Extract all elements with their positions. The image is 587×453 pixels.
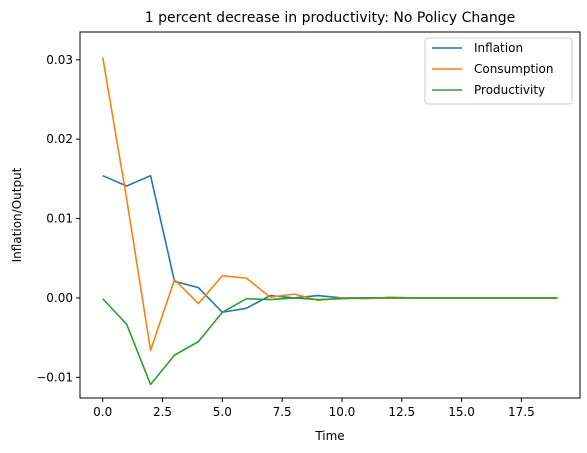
y-tick-label: −0.01: [36, 370, 73, 384]
y-axis-ticks: −0.01 0.00 0.01 0.02 0.03: [36, 53, 80, 384]
x-tick-label: 15.0: [448, 405, 475, 419]
y-tick-label: 0.02: [46, 132, 73, 146]
legend-label: Consumption: [474, 62, 553, 76]
y-tick-label: 0.01: [46, 212, 73, 226]
x-tick-label: 0.0: [93, 405, 112, 419]
x-axis-label: Time: [314, 429, 344, 443]
legend-box: [424, 37, 573, 105]
plot-area-frame: [79, 31, 581, 399]
x-tick-label: 2.5: [153, 405, 172, 419]
legend-label: Inflation: [474, 41, 523, 55]
y-axis-label: Inflation/Output: [10, 167, 24, 262]
y-tick-label: 0.03: [46, 53, 73, 67]
x-tick-label: 17.5: [508, 405, 535, 419]
legend: Inflation Consumption Productivity: [424, 37, 573, 105]
x-tick-label: 12.5: [388, 405, 415, 419]
x-tick-label: 10.0: [329, 405, 356, 419]
x-axis-ticks: 0.0 2.5 5.0 7.5 10.0 12.5 15.0 17.5: [93, 398, 535, 419]
y-tick-label: 0.00: [46, 291, 73, 305]
chart-title: 1 percent decrease in productivity: No P…: [145, 10, 515, 26]
legend-label: Productivity: [474, 83, 545, 97]
x-tick-label: 7.5: [273, 405, 292, 419]
series-lines: [101, 57, 558, 386]
x-tick-label: 5.0: [213, 405, 232, 419]
series-line-productivity: [102, 297, 558, 386]
